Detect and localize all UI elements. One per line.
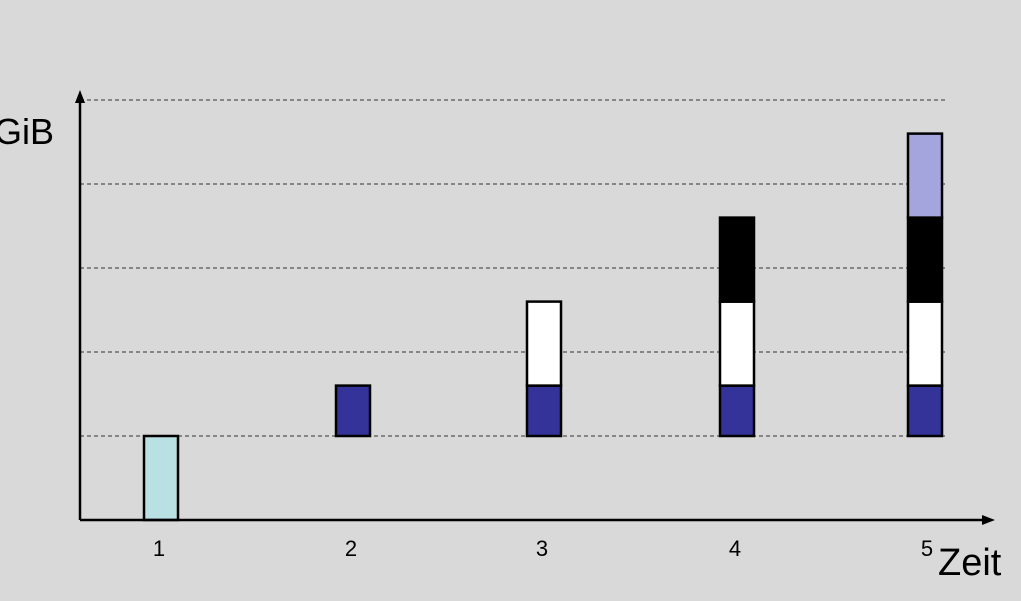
bar-segment	[525, 384, 563, 438]
x-tick-label: 3	[536, 536, 548, 561]
bar-segment	[334, 384, 372, 438]
x-tick-labels: 1 2 3 4 5	[153, 536, 933, 561]
y-axis-label: GiB	[0, 111, 54, 152]
bar-segment	[906, 216, 944, 303]
bar-segment	[718, 384, 756, 438]
bar-segment	[906, 132, 944, 219]
y-axis-arrow	[75, 90, 85, 103]
x-tick-label: 5	[921, 536, 933, 561]
bar-segment	[906, 300, 944, 387]
bar-segment	[718, 216, 756, 303]
x-tick-label: 1	[153, 536, 165, 561]
x-tick-label: 4	[729, 536, 741, 561]
x-axis-label: Zeit	[938, 542, 1002, 584]
bar-segment	[718, 300, 756, 387]
bar-segment	[142, 434, 180, 522]
bar-segment	[525, 300, 563, 387]
x-tick-label: 2	[345, 536, 357, 561]
bar-segment	[906, 384, 944, 438]
bars	[142, 132, 944, 522]
gridlines	[80, 99, 945, 437]
x-axis-arrow	[982, 515, 995, 525]
axes	[75, 90, 995, 525]
